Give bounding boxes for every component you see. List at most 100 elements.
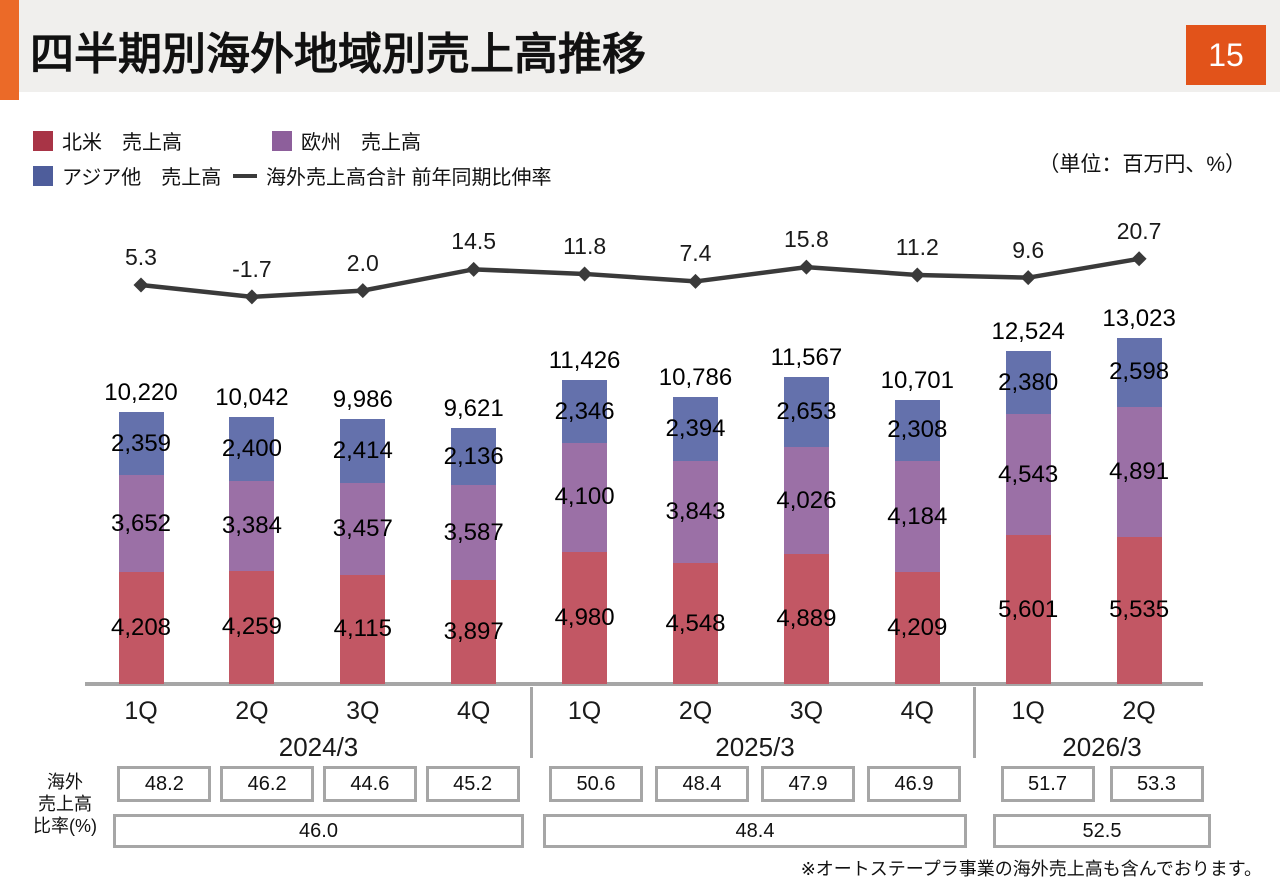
bar-segment-europe xyxy=(451,485,497,581)
segment-value-label: 2,308 xyxy=(887,416,948,444)
segment-value-label: 4,259 xyxy=(221,613,282,641)
segment-value-label: 2,359 xyxy=(110,429,172,457)
segment-value-label: 2,380 xyxy=(998,368,1059,396)
line-marker-icon xyxy=(688,273,703,289)
growth-rate-label: 2.0 xyxy=(346,249,379,276)
bar-segment-asia-other xyxy=(229,417,275,481)
overseas-ratio-quarter-cell: 51.7 xyxy=(1000,766,1095,802)
legend-item-europe: 欧州 売上高 xyxy=(272,126,421,155)
bar-segment-europe xyxy=(783,447,829,555)
segment-value-label: 4,184 xyxy=(887,502,948,530)
segment-value-label: 2,653 xyxy=(776,397,837,425)
bar-segment-asia-other xyxy=(1116,337,1162,407)
legend-label: 海外売上高合計 前年同期比伸率 xyxy=(266,167,552,189)
segment-value-label: 4,026 xyxy=(776,486,837,514)
bar-segment-north-america xyxy=(562,551,608,684)
legend-label: 欧州 売上高 xyxy=(301,132,421,154)
ratio-table-row-label-line: 売上高 xyxy=(38,794,92,814)
overseas-ratio-quarter-cell: 46.2 xyxy=(220,766,315,802)
bar-total-label: 9,986 xyxy=(332,385,393,413)
bar-segment-north-america xyxy=(229,570,275,684)
bar-total-label: 10,786 xyxy=(658,364,733,392)
ratio-table-row-label-line: 比率(%) xyxy=(33,816,97,836)
line-series-swatch-icon xyxy=(233,173,257,178)
bar-segment-north-america xyxy=(1005,535,1051,684)
bar-segment-europe xyxy=(1005,414,1051,536)
segment-value-label: 3,384 xyxy=(221,511,282,539)
bar-segment-asia-other xyxy=(118,412,164,476)
segment-value-label: 4,548 xyxy=(665,609,726,637)
category-axis-line xyxy=(85,682,1203,686)
segment-value-label: 5,601 xyxy=(998,595,1059,623)
segment-value-label: 4,889 xyxy=(776,605,837,633)
segment-value-label: 3,457 xyxy=(332,514,393,542)
quarter-axis-label: 4Q xyxy=(900,697,934,725)
line-marker-icon xyxy=(577,266,593,282)
segment-value-label: 4,980 xyxy=(554,603,615,631)
growth-rate-label: 11.2 xyxy=(895,233,939,260)
slide-header xyxy=(0,0,1280,92)
bar-segment-north-america xyxy=(451,580,497,684)
bar-segment-north-america xyxy=(118,572,164,684)
legend-label: アジア他 売上高 xyxy=(62,167,222,189)
line-marker-icon xyxy=(798,259,814,275)
overseas-ratio-quarter-cell: 45.2 xyxy=(425,766,520,802)
growth-rate-label: 7.4 xyxy=(679,240,712,267)
segment-value-label: 2,136 xyxy=(443,442,504,470)
asia-other-swatch-icon xyxy=(33,165,53,186)
segment-value-label: 2,598 xyxy=(1109,358,1170,386)
year-group-divider xyxy=(530,687,533,758)
fiscal-year-label: 2024/3 xyxy=(278,732,359,762)
overseas-ratio-quarter-cell: 53.3 xyxy=(1109,766,1204,802)
overseas-ratio-quarter-cell: 48.4 xyxy=(655,766,749,802)
bar-segment-asia-other xyxy=(894,399,940,461)
segment-value-label: 4,208 xyxy=(110,614,172,642)
page-title: 四半期別海外地域別売上高推移 xyxy=(30,30,646,79)
line-marker-icon xyxy=(1020,270,1036,286)
segment-value-label: 2,414 xyxy=(332,436,393,464)
overseas-ratio-annual-cell: 48.4 xyxy=(543,814,967,848)
bar-total-label: 10,042 xyxy=(215,384,289,412)
segment-value-label: 3,652 xyxy=(110,509,172,537)
overseas-ratio-annual-cell: 46.0 xyxy=(113,814,524,848)
bar-segment-europe xyxy=(562,442,608,552)
fiscal-year-label: 2025/3 xyxy=(715,732,795,762)
segment-value-label: 4,209 xyxy=(887,614,948,642)
bar-segment-asia-other xyxy=(673,397,718,462)
bar-total-label: 10,220 xyxy=(104,379,178,407)
line-marker-icon xyxy=(909,267,925,283)
bar-segment-europe xyxy=(1116,406,1162,537)
ratio-table-row-label: 海外 売上高 比率(%) xyxy=(18,771,112,837)
bar-segment-europe xyxy=(340,482,386,575)
quarter-axis-label: 1Q xyxy=(124,697,158,725)
bar-segment-asia-other xyxy=(562,380,608,443)
europe-swatch-icon xyxy=(272,130,292,151)
legend-item-north-america: 北米 売上高 xyxy=(33,126,182,155)
bar-segment-europe xyxy=(894,460,940,573)
segment-value-label: 2,394 xyxy=(665,415,726,443)
bar-segment-asia-other xyxy=(340,418,386,483)
segment-value-label: 4,115 xyxy=(333,615,392,643)
bar-segment-asia-other xyxy=(451,428,497,486)
bar-segment-europe xyxy=(229,480,275,571)
line-marker-icon xyxy=(133,277,149,293)
fiscal-year-label: 2026/3 xyxy=(1062,732,1142,762)
segment-value-label: 5,535 xyxy=(1109,596,1170,624)
overseas-ratio-quarter-cell: 50.6 xyxy=(549,766,643,802)
overseas-ratio-quarter-cell: 48.2 xyxy=(117,766,212,802)
overseas-ratio-quarter-cell: 47.9 xyxy=(761,766,855,802)
quarter-axis-label: 1Q xyxy=(1011,697,1045,725)
bar-segment-europe xyxy=(118,475,164,573)
bar-total-label: 9,621 xyxy=(443,395,504,423)
growth-rate-label: -1.7 xyxy=(232,255,272,282)
quarter-axis-label: 4Q xyxy=(457,697,491,725)
line-marker-icon xyxy=(244,289,260,305)
year-group-divider xyxy=(973,687,976,758)
quarter-axis-label: 2Q xyxy=(235,697,269,725)
legend-label: 北米 売上高 xyxy=(62,132,182,154)
north-america-swatch-icon xyxy=(33,130,53,151)
bar-segment-north-america xyxy=(673,563,718,684)
ratio-table-row-label-line: 海外 xyxy=(47,772,83,792)
line-marker-icon xyxy=(466,261,482,277)
